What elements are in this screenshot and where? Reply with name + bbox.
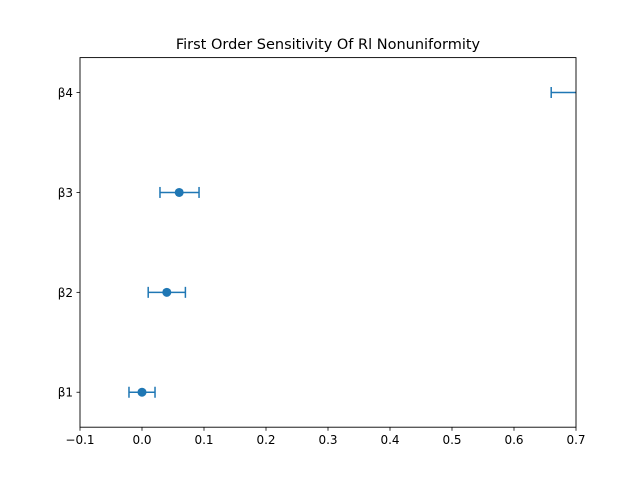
y-tick-label: β2	[58, 286, 73, 300]
axes: −0.1 0.0 0.1 0.2 0.3 0.4 0.5 0.6 0.7 β1 β2 β3 β4	[58, 86, 586, 447]
errorbar-4	[550, 87, 587, 99]
errorbar-3	[159, 186, 200, 198]
y-tick-label: β4	[58, 86, 73, 100]
x-tick-label: 0.7	[566, 433, 585, 447]
x-tick-label: 0.4	[380, 433, 399, 447]
x-tick-label: 0.5	[442, 433, 461, 447]
x-tick-label: 0.0	[132, 433, 151, 447]
plot-frame	[79, 57, 577, 428]
errorbar-2	[147, 286, 187, 298]
x-tick-label: 0.1	[194, 433, 213, 447]
x-tick-label: 0.6	[504, 433, 523, 447]
y-tick-label: β3	[58, 186, 73, 200]
y-tick-label: β1	[58, 386, 73, 400]
x-tick-label: 0.2	[256, 433, 275, 447]
data-point	[162, 287, 172, 297]
data-point	[174, 187, 184, 197]
errorbar-1	[128, 386, 156, 398]
data-point	[137, 387, 147, 397]
data-marks	[128, 87, 587, 398]
x-tick-label: −0.1	[65, 433, 94, 447]
chart-title: First Order Sensitivity Of Rl Nonuniform…	[176, 37, 481, 53]
data-point	[578, 88, 587, 97]
x-tick-label: 0.3	[318, 433, 337, 447]
